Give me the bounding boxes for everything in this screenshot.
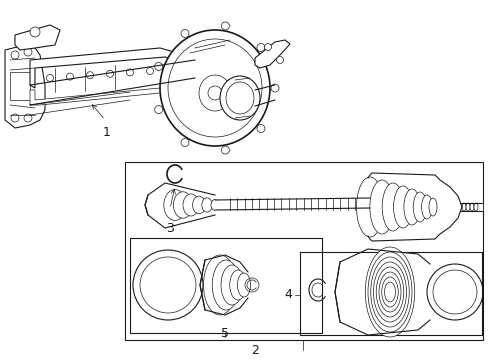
Circle shape [106,70,114,77]
Ellipse shape [404,189,420,225]
Ellipse shape [385,282,395,302]
Circle shape [265,44,271,50]
Ellipse shape [421,195,432,219]
Circle shape [126,69,133,76]
Polygon shape [15,25,60,50]
Ellipse shape [379,272,401,312]
Bar [130,238,322,333]
Ellipse shape [220,76,260,120]
Circle shape [155,105,163,113]
Circle shape [155,62,163,71]
Ellipse shape [183,194,199,216]
Ellipse shape [373,262,407,322]
Polygon shape [30,48,200,88]
Ellipse shape [429,198,437,216]
Ellipse shape [173,192,193,218]
Ellipse shape [474,203,478,211]
Ellipse shape [382,277,398,307]
Circle shape [257,125,265,132]
Ellipse shape [160,30,270,146]
Ellipse shape [203,255,237,315]
Ellipse shape [193,196,205,214]
Ellipse shape [226,82,254,114]
Circle shape [147,68,153,75]
Circle shape [276,57,284,63]
Circle shape [87,72,94,79]
Ellipse shape [376,267,404,317]
Ellipse shape [368,252,412,332]
Polygon shape [255,40,290,68]
Ellipse shape [202,198,212,212]
Ellipse shape [393,186,413,228]
Ellipse shape [470,203,474,211]
Ellipse shape [212,260,240,310]
Circle shape [257,44,265,51]
Text: 3: 3 [166,222,174,235]
Polygon shape [30,75,205,105]
Bar [300,252,482,335]
Ellipse shape [230,270,246,300]
Ellipse shape [462,203,466,211]
Circle shape [181,30,189,37]
Circle shape [181,139,189,147]
Bar [10,72,30,100]
Ellipse shape [220,201,226,210]
Ellipse shape [357,177,384,237]
Circle shape [221,146,229,154]
Ellipse shape [211,199,219,211]
Text: 2: 2 [251,344,259,357]
Circle shape [47,75,53,81]
Ellipse shape [221,265,243,305]
Circle shape [24,114,32,122]
Polygon shape [5,45,45,128]
Circle shape [24,48,32,56]
Circle shape [67,73,74,80]
Text: 5: 5 [221,327,229,340]
Text: 4: 4 [284,288,292,302]
Circle shape [30,27,40,37]
Ellipse shape [466,203,470,211]
Bar [125,162,483,340]
Ellipse shape [365,247,415,337]
Circle shape [208,86,222,100]
Ellipse shape [370,180,394,234]
Circle shape [11,114,19,122]
Ellipse shape [371,257,409,327]
Ellipse shape [168,39,262,137]
Ellipse shape [413,192,427,222]
Ellipse shape [382,183,404,231]
Ellipse shape [237,273,250,297]
Ellipse shape [199,75,231,111]
Text: 1: 1 [103,126,111,139]
Circle shape [221,22,229,30]
Ellipse shape [164,190,186,220]
Circle shape [11,51,19,59]
Circle shape [271,84,279,92]
